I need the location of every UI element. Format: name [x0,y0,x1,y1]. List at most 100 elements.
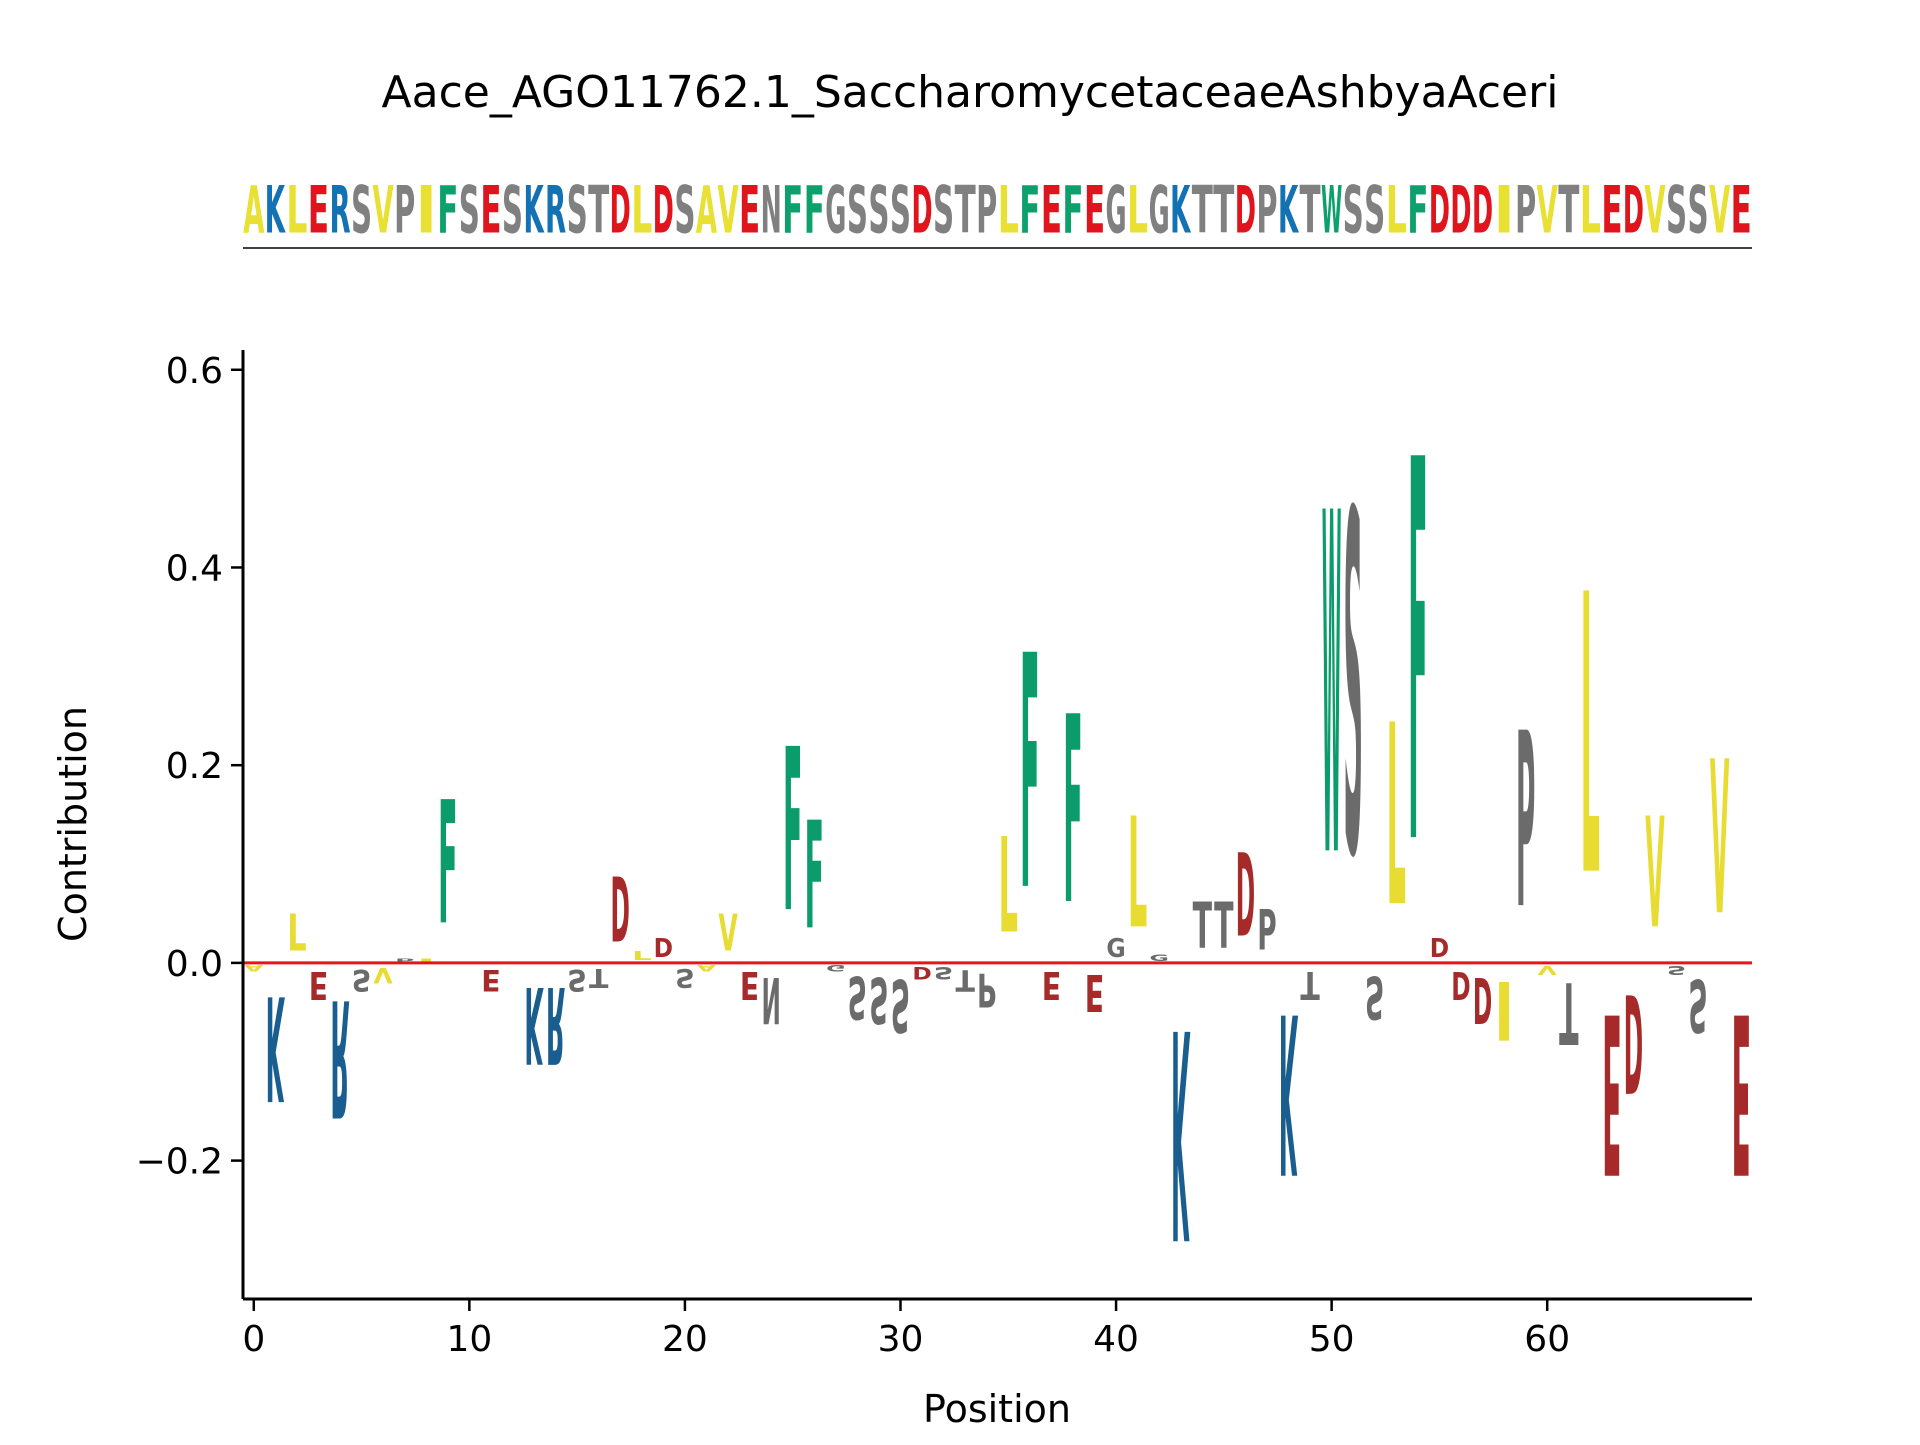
contribution-letter: E [1732,964,1751,1219]
sequence-letter: V [717,172,738,248]
sequence-letter: S [890,172,911,248]
contribution-letter: D [611,861,630,964]
contribution-letter: V [1538,963,1558,978]
sequence-letter: D [1472,172,1493,248]
contribution-letter: E [1085,963,1104,1022]
contribution-letter: T [1559,963,1578,1062]
contribution-letter: S [675,962,694,991]
sequence-letter: G [825,172,846,248]
sequence-letter: S [933,172,954,248]
x-tick-label: 30 [878,1319,924,1360]
contribution-letter: F [1020,587,1039,962]
sequence-letter: T [1300,172,1321,247]
sequence-letter: S [459,172,480,248]
sequence-letter: F [437,172,458,247]
contribution-letter: D [1451,962,1470,1005]
contribution-letter: D [1236,832,1255,964]
sequence-letter: L [1386,173,1407,249]
sequence-letter: E [1084,172,1105,247]
sequence-letter: D [1429,172,1450,248]
sequence-letter: D [653,172,674,248]
chart-title: Aace_AGO11762.1_SaccharomycetaceaeAshbya… [382,67,1559,118]
contribution-letter: P [395,958,415,963]
y-axis-label: Contribution [51,706,95,942]
sequence-letter: D [911,172,932,248]
contribution-letter: L [999,812,1018,964]
sequence-letter: V [1537,172,1558,248]
sequence-letter: S [567,172,588,248]
sequence-letter: D [1623,172,1644,248]
sequence-letter: I [416,173,437,249]
sequence-letter: S [674,172,695,248]
x-tick-label: 60 [1524,1319,1570,1360]
sequence-letter: K [265,172,286,248]
sequence-letter: I [1494,173,1515,249]
contribution-letter: T [1193,888,1213,963]
y-tick-label: 0.6 [166,351,223,392]
sequence-letter: D [1235,172,1256,248]
sequence-letter: L [998,173,1019,249]
sequence-letter: F [1062,172,1083,247]
x-tick-label: 20 [662,1319,708,1360]
contribution-letter: P [1257,900,1276,964]
sequence-letter: E [1041,172,1062,247]
sequence-letter: P [976,172,997,248]
sequence-letter: L [1580,173,1601,249]
sequence-letter: R [545,172,566,248]
y-ticks: −0.2 0.0 0.2 0.4 0.6 [136,351,243,1183]
sequence-letter: L [286,173,307,249]
sequence-letter: E [1601,172,1622,247]
y-tick-label: 0.4 [166,548,223,589]
sequence-letter: G [1149,172,1170,248]
contribution-letter: F [1063,663,1082,962]
contribution-letter: F [438,766,457,963]
contribution-letter: S [1343,417,1362,962]
contribution-letter: E [1602,964,1621,1219]
sequence-letter: L [1127,173,1148,249]
contribution-letter: A [244,963,264,972]
contribution-letter: L [287,903,306,962]
sequence-letter: F [1019,172,1040,247]
contribution-letter: F [1408,353,1427,962]
y-tick-label: −0.2 [136,1142,223,1183]
sequence-letter: S [1666,172,1687,248]
contribution-letter: L [1581,515,1600,962]
contribution-letter: F [783,702,802,963]
contribution-letter: S [352,963,371,998]
contribution-letter: W [1322,416,1341,962]
sequence-letter: E [739,172,760,247]
contribution-letter: R [330,962,349,1149]
contribution-letter: E [481,963,500,998]
contribution-letter: T [1214,888,1234,963]
contribution-letter: K [266,962,285,1129]
sequence-letter: S [868,172,889,248]
contribution-letter: S [934,962,953,982]
sequence-letter: V [373,172,394,248]
contribution-letter: R [546,962,565,1084]
sequence-letter: V [1644,172,1665,248]
contribution-letter: S [1667,963,1686,978]
sequence-letter: P [394,172,415,248]
sequence-letter: G [1106,172,1127,248]
contribution-letter: D [654,933,673,963]
contribution-letter: S [869,962,888,1035]
contribution-letter: G [826,963,845,973]
x-ticks: 0 10 20 30 40 50 60 [242,1299,1570,1360]
sequence-letter: R [329,172,350,248]
sequence-letter: T [588,172,609,247]
x-axis-label: Position [923,1387,1071,1431]
contribution-letter: S [1365,963,1384,1032]
y-tick-label: 0.2 [166,746,223,787]
sequence-letter: K [1170,172,1191,248]
contribution-letter: S [567,963,586,998]
contribution-letter: K [524,962,543,1085]
contribution-letter: S [891,963,910,1046]
sequence-letter: F [1407,172,1428,247]
contribution-letter: A [697,963,717,972]
contribution-letter: V [373,962,392,987]
contribution-letter: L [1387,671,1406,962]
sequence-letter: A [696,172,717,248]
sequence-letter: V [1709,172,1730,248]
sequence-letter: K [523,172,544,248]
